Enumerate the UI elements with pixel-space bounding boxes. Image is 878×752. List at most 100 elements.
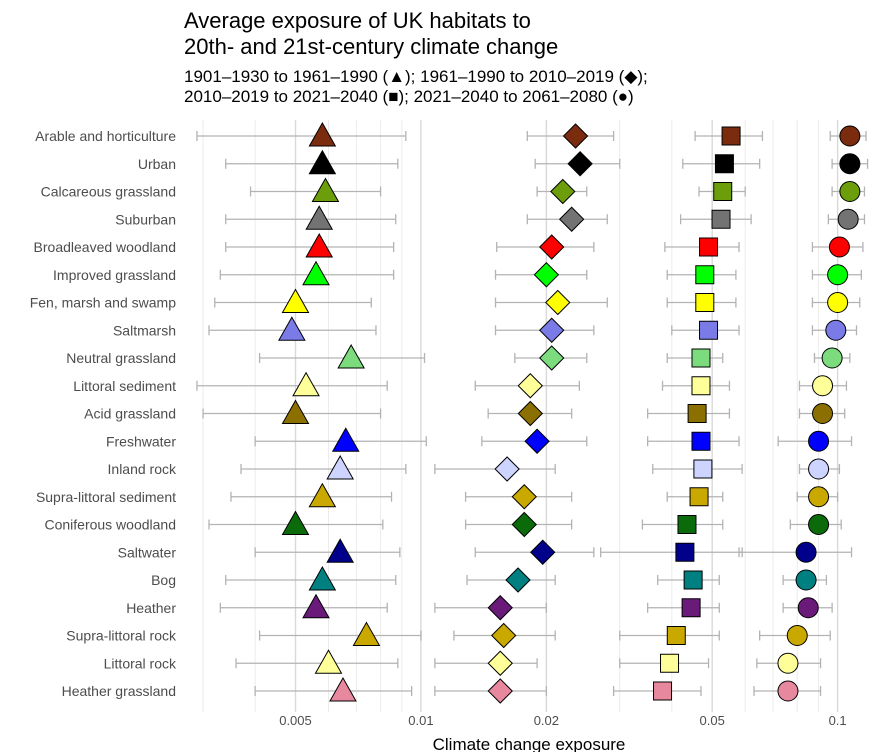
diamond-marker (530, 539, 556, 565)
square-marker (711, 209, 731, 229)
circle-marker (795, 541, 817, 563)
category-label: Littoral sediment (73, 378, 176, 394)
circle-marker (812, 375, 834, 397)
x-axis-title: Climate change exposure (433, 735, 626, 752)
circle-marker (777, 652, 799, 674)
category-label: Broadleaved woodland (34, 239, 176, 255)
diamond-marker (491, 622, 517, 649)
square-marker (687, 404, 707, 423)
triangle-marker (305, 232, 334, 258)
category-label: Freshwater (106, 433, 176, 449)
circle-marker (839, 153, 861, 175)
square-marker (660, 653, 680, 673)
square-marker (666, 626, 686, 645)
square-marker (677, 515, 697, 534)
triangle-marker (292, 371, 320, 397)
circle-marker (808, 458, 830, 480)
category-label: Suburban (115, 211, 176, 227)
diamond-marker (517, 400, 544, 427)
triangle-marker (308, 121, 337, 147)
category-label: Heather (126, 600, 176, 616)
category-label: Heather grassland (62, 683, 176, 699)
category-label: Littoral rock (104, 655, 177, 671)
title-block: Average exposure of UK habitats to 20th-… (184, 8, 648, 107)
circle-marker (827, 264, 849, 286)
triangle-marker (329, 676, 357, 702)
category-label: Fen, marsh and swamp (30, 295, 176, 311)
triangle-marker (311, 177, 340, 202)
diamond-marker (517, 373, 544, 399)
category-label: Inland rock (108, 461, 177, 477)
square-marker (693, 459, 713, 479)
circle-marker (839, 181, 861, 202)
triangle-marker (331, 427, 360, 452)
diamond-marker (487, 678, 513, 704)
category-label: Coniferous woodland (44, 517, 176, 533)
category-label: Urban (138, 156, 176, 172)
category-label: Saltwater (118, 544, 177, 560)
diamond-marker (545, 289, 571, 316)
square-marker (683, 570, 703, 590)
square-marker (714, 154, 734, 174)
triangle-marker (305, 205, 334, 230)
chart-title-line-2: 20th- and 21st-century climate change (184, 34, 559, 59)
square-marker (689, 487, 709, 507)
square-marker (695, 293, 715, 312)
triangle-marker (277, 316, 306, 341)
circle-marker (808, 514, 830, 535)
circle-marker (837, 208, 859, 230)
circle-marker (827, 292, 849, 313)
triangle-marker (308, 482, 337, 508)
diamond-marker (487, 595, 513, 621)
circle-marker (828, 236, 850, 258)
circle-marker (795, 569, 817, 591)
category-label: Supra-littoral sediment (36, 489, 176, 505)
category-label: Calcareous grassland (41, 184, 176, 200)
square-marker (691, 348, 711, 368)
circle-marker (808, 486, 830, 508)
x-tick-label: 0.05 (700, 713, 725, 728)
triangle-marker (337, 343, 366, 369)
triangle-marker (302, 260, 330, 286)
x-tick-label: 0.005 (279, 713, 312, 728)
diamond-marker (539, 234, 565, 260)
diamond-marker (487, 650, 513, 676)
category-label: Bog (151, 572, 176, 588)
diamond-marker (558, 206, 585, 232)
square-marker (675, 542, 695, 562)
chart-title-line-1: Average exposure of UK habitats to (184, 8, 531, 33)
category-label: Improved grassland (53, 267, 176, 283)
square-marker (699, 237, 719, 257)
circle-marker (821, 347, 843, 369)
category-labels: Arable and horticulture Urban Calcareous g… (30, 128, 177, 699)
data-markers (277, 121, 861, 704)
x-tick-label: 0.1 (829, 713, 847, 728)
circle-marker (777, 680, 799, 702)
diamond-marker (511, 511, 537, 538)
triangle-marker (314, 649, 343, 674)
diamond-marker (539, 317, 565, 343)
square-marker (713, 182, 733, 201)
diamond-marker (505, 567, 531, 593)
circle-marker (812, 403, 834, 424)
triangle-marker (302, 593, 330, 619)
diamond-marker (550, 178, 576, 205)
triangle-marker (281, 288, 310, 313)
diamond-marker (539, 345, 565, 371)
triangle-marker (326, 538, 355, 563)
square-marker (691, 376, 711, 396)
diamond-marker (511, 484, 537, 510)
chart-subtitle-line-2: 2010–2019 to 2021–2040 (■); 2021–2040 to… (184, 87, 634, 106)
diamond-marker (533, 262, 560, 288)
x-axis-ticks: 0.005 0.01 0.02 0.05 0.1 (279, 713, 846, 728)
triangle-marker (308, 565, 337, 591)
diamond-marker (524, 428, 550, 454)
square-marker (721, 126, 741, 146)
circle-marker (839, 125, 861, 147)
diamond-marker (562, 123, 589, 149)
category-label: Supra-littoral rock (66, 628, 177, 644)
square-marker (681, 598, 701, 618)
circle-marker (808, 430, 830, 452)
triangle-marker (352, 621, 381, 646)
